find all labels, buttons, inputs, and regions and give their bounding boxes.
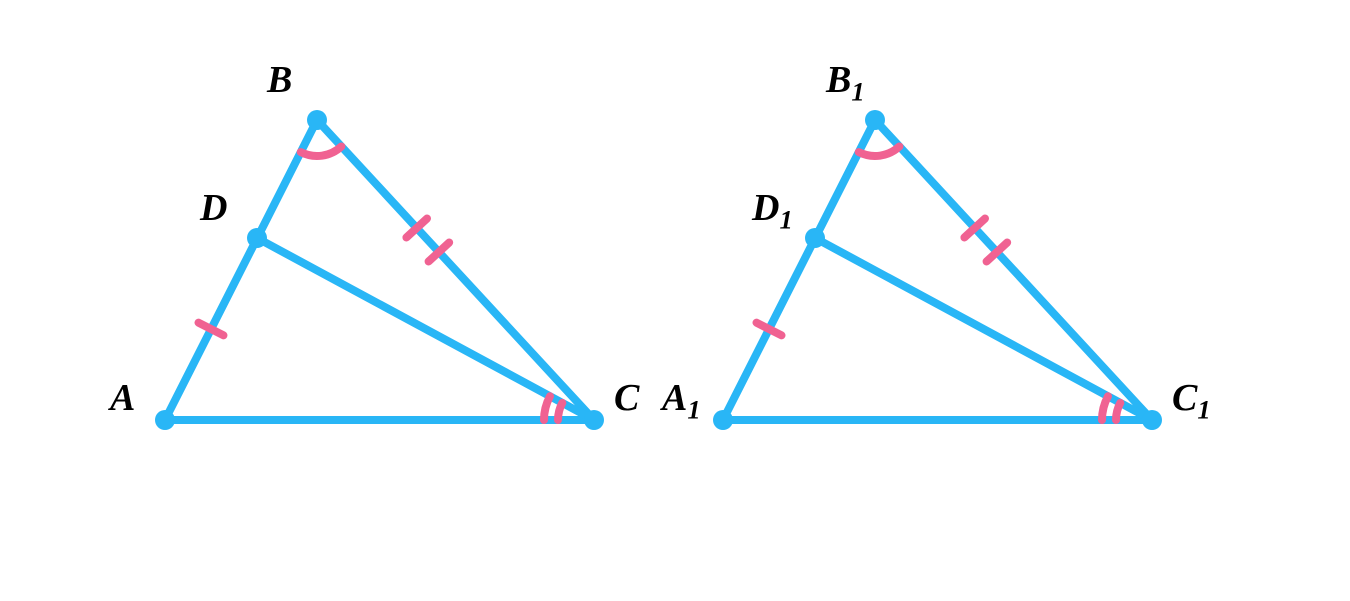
diagram-svg	[0, 0, 1350, 601]
diagram-canvas: A B C D A1 B1 C1 D1	[0, 0, 1350, 601]
triangle-left	[155, 110, 604, 430]
label-left-B: B	[267, 58, 292, 102]
label-left-C: C	[614, 376, 639, 420]
label-right-B: B1	[826, 58, 865, 108]
label-left-A: A	[110, 376, 135, 420]
label-right-D: D1	[752, 186, 793, 236]
triangle-right	[713, 110, 1162, 430]
label-left-D: D	[200, 186, 227, 230]
label-right-C: C1	[1172, 376, 1211, 426]
label-right-A: A1	[662, 376, 701, 426]
